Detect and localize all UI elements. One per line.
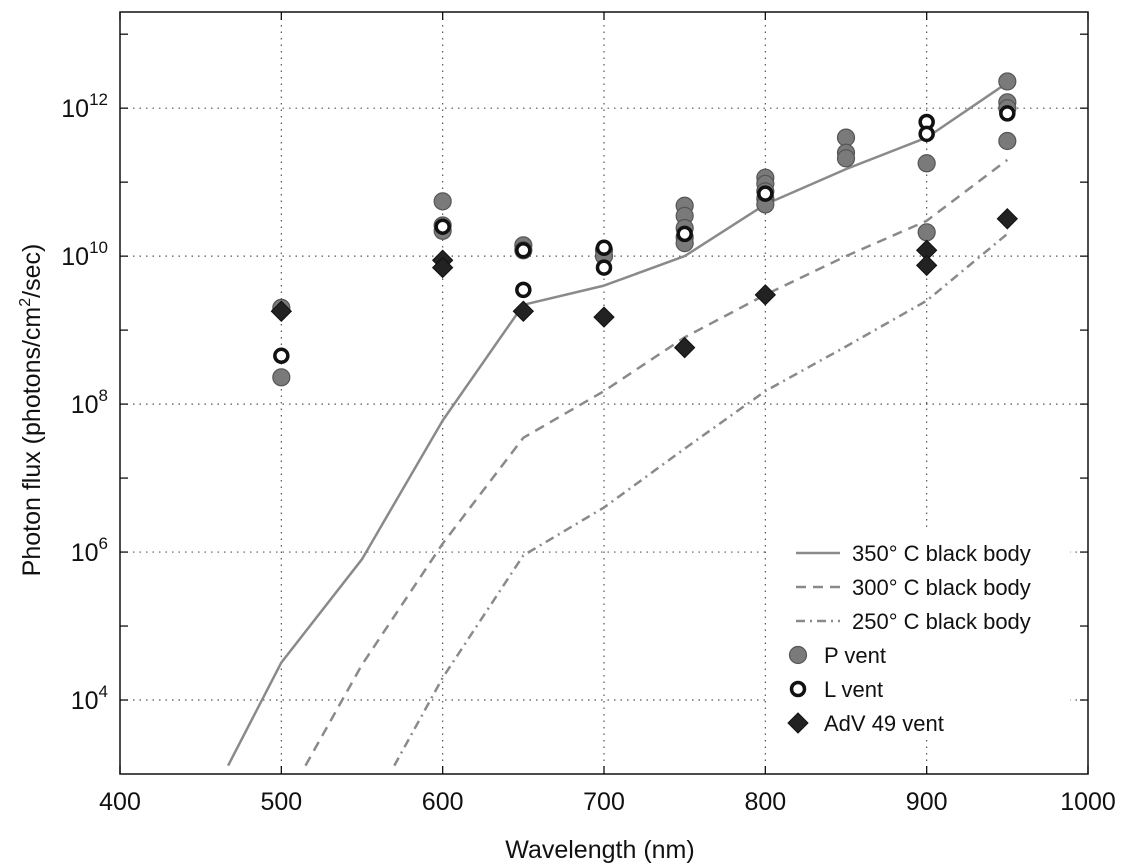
y-tick-label: 106 <box>71 534 108 567</box>
point-open-circle <box>676 225 693 243</box>
legend: 350° C black body 300° C black body 250° C… <box>770 527 1070 737</box>
point-filled-diamond <box>996 208 1019 230</box>
x-tick-label: 700 <box>583 788 625 816</box>
point-filled-circle <box>917 223 936 242</box>
x-tick-label: 800 <box>744 788 786 816</box>
point-open-circle <box>595 259 613 276</box>
y-tick-base: 10 <box>61 95 89 123</box>
y-tick-label: 104 <box>71 682 108 715</box>
legend-background <box>770 527 1070 737</box>
point-filled-circle <box>998 131 1017 151</box>
point-filled-circle <box>998 72 1017 91</box>
point-filled-diamond <box>593 306 615 328</box>
series-points <box>270 72 1019 387</box>
point-filled-circle <box>272 368 291 387</box>
point-open-circle <box>595 239 613 256</box>
legend-label: 250° C black body <box>852 609 1031 634</box>
y-tick-label: 108 <box>71 386 108 419</box>
point-open-circle <box>515 242 532 259</box>
point-filled-circle <box>433 192 452 211</box>
point-open-circle <box>434 218 451 235</box>
y-tick-exponent: 6 <box>99 534 108 553</box>
x-tick-label: 500 <box>260 788 302 816</box>
point-filled-circle <box>836 128 856 147</box>
point-open-circle <box>918 125 935 143</box>
y-tick-label: 1010 <box>61 238 108 271</box>
series-line-solid <box>226 81 1009 767</box>
series-line-dashed <box>304 158 1009 767</box>
point-open-circle <box>515 281 532 299</box>
y-axis-label-rest: /sec) <box>18 244 46 298</box>
y-tick-base: 10 <box>71 687 99 715</box>
point-filled-diamond <box>512 300 535 322</box>
point-open-circle <box>273 347 290 365</box>
point-open-circle <box>757 185 774 202</box>
point-filled-diamond <box>270 300 293 322</box>
y-tick-exponent: 12 <box>89 90 108 109</box>
point-filled-diamond <box>754 284 777 306</box>
x-tick-label: 600 <box>422 788 464 816</box>
point-filled-diamond <box>673 336 696 359</box>
series-lines <box>226 81 1009 767</box>
legend-swatch-marker <box>788 645 808 665</box>
x-axis-label: Wavelength (nm) <box>505 836 694 864</box>
point-filled-circle <box>836 149 856 168</box>
y-tick-exponent: 4 <box>99 682 108 701</box>
x-tick-label: 1000 <box>1060 788 1116 816</box>
ticks <box>119 12 1089 774</box>
y-tick-label: 1012 <box>61 90 108 123</box>
y-tick-exponent: 10 <box>89 238 108 257</box>
x-tick-label: 400 <box>99 788 141 816</box>
y-axis-label: Photon flux (photons/cm2/sec) <box>17 244 46 577</box>
y-axis-label-main: Photon flux (photons/cm <box>18 307 46 577</box>
legend-label: 300° C black body <box>852 575 1031 600</box>
legend-label: P vent <box>824 643 886 668</box>
point-filled-diamond <box>431 256 454 279</box>
legend-swatch-marker <box>789 680 807 698</box>
legend-label: AdV 49 vent <box>824 711 944 736</box>
y-axis-label-superscript: 2 <box>17 298 34 307</box>
y-tick-base: 10 <box>61 243 89 271</box>
legend-label: 350° C black body <box>852 541 1031 566</box>
point-open-circle <box>999 105 1016 122</box>
point-filled-diamond <box>915 254 938 277</box>
point-filled-circle <box>917 154 936 173</box>
x-tick-label: 900 <box>906 788 948 816</box>
y-tick-exponent: 8 <box>99 386 108 405</box>
y-tick-base: 10 <box>71 391 99 419</box>
series-line-dashdot <box>393 232 1009 767</box>
legend-swatch-marker <box>787 712 809 734</box>
y-tick-base: 10 <box>71 539 99 567</box>
legend-label: L vent <box>824 677 883 702</box>
